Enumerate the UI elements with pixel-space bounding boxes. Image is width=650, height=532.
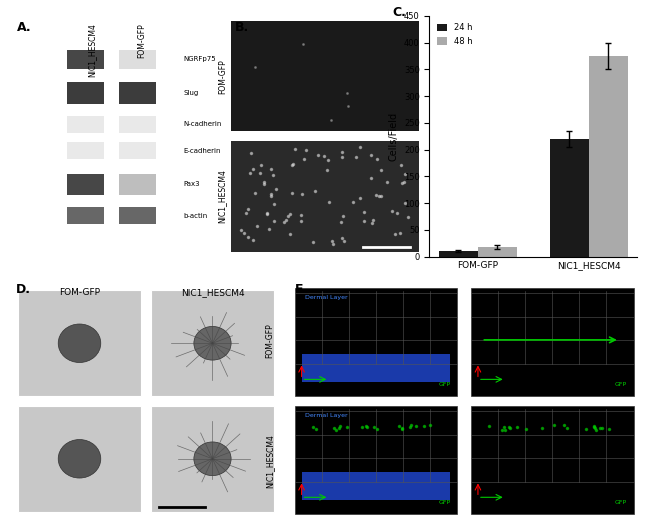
Bar <box>302 354 450 382</box>
Bar <box>67 143 105 159</box>
Text: NIC1_HESCM4: NIC1_HESCM4 <box>181 288 244 297</box>
Text: N-cadherin: N-cadherin <box>183 121 222 127</box>
Bar <box>231 21 419 131</box>
Text: FOM-GFP: FOM-GFP <box>59 288 100 297</box>
Bar <box>67 173 105 195</box>
Text: b-actin: b-actin <box>183 213 207 219</box>
Bar <box>119 82 156 104</box>
Bar <box>119 173 156 195</box>
Bar <box>119 116 156 132</box>
Text: FOM-GFP: FOM-GFP <box>137 23 146 58</box>
Bar <box>471 288 634 396</box>
Bar <box>589 56 627 256</box>
Text: GFP: GFP <box>438 500 450 504</box>
Text: D.: D. <box>16 283 31 296</box>
Bar <box>119 49 156 69</box>
Text: GFP: GFP <box>438 381 450 387</box>
Circle shape <box>58 439 101 478</box>
Text: GFP: GFP <box>614 381 627 387</box>
Bar <box>151 290 274 396</box>
Text: E-cadherin: E-cadherin <box>183 148 221 154</box>
Text: FOM-GFP: FOM-GFP <box>265 323 274 358</box>
Circle shape <box>194 442 231 476</box>
Bar <box>294 288 457 396</box>
Bar <box>478 247 517 256</box>
Text: A.: A. <box>17 21 32 34</box>
Text: NIC1_HESCM4: NIC1_HESCM4 <box>87 23 96 77</box>
Bar <box>67 116 105 132</box>
Text: Dermal Layer: Dermal Layer <box>305 413 348 419</box>
Text: GFP: GFP <box>614 500 627 504</box>
Text: C.: C. <box>392 6 406 19</box>
Bar <box>18 406 140 512</box>
Bar <box>67 82 105 104</box>
Bar <box>231 141 419 252</box>
Text: NIC1_HESCM4: NIC1_HESCM4 <box>218 170 227 223</box>
Y-axis label: Cells/Field: Cells/Field <box>388 112 398 161</box>
Bar <box>119 143 156 159</box>
Text: Pax3: Pax3 <box>183 181 200 187</box>
Bar <box>67 49 105 69</box>
Legend: 24 h, 48 h: 24 h, 48 h <box>434 20 476 49</box>
Text: B.: B. <box>235 21 249 34</box>
Bar <box>471 406 634 514</box>
Bar <box>550 139 589 256</box>
Bar <box>119 207 156 224</box>
Text: Slug: Slug <box>183 90 198 96</box>
Bar <box>302 471 450 500</box>
Bar <box>439 251 478 256</box>
Text: NGRFp75: NGRFp75 <box>183 56 216 62</box>
Bar <box>67 207 105 224</box>
Text: E.: E. <box>294 283 308 296</box>
Text: FOM-GFP: FOM-GFP <box>218 59 227 94</box>
Bar <box>294 406 457 514</box>
Text: Dermal Layer: Dermal Layer <box>305 295 348 301</box>
Bar <box>18 290 140 396</box>
Circle shape <box>194 327 231 360</box>
Circle shape <box>58 324 101 362</box>
Bar <box>151 406 274 512</box>
Text: NIC1_HESCM4: NIC1_HESCM4 <box>265 434 274 488</box>
